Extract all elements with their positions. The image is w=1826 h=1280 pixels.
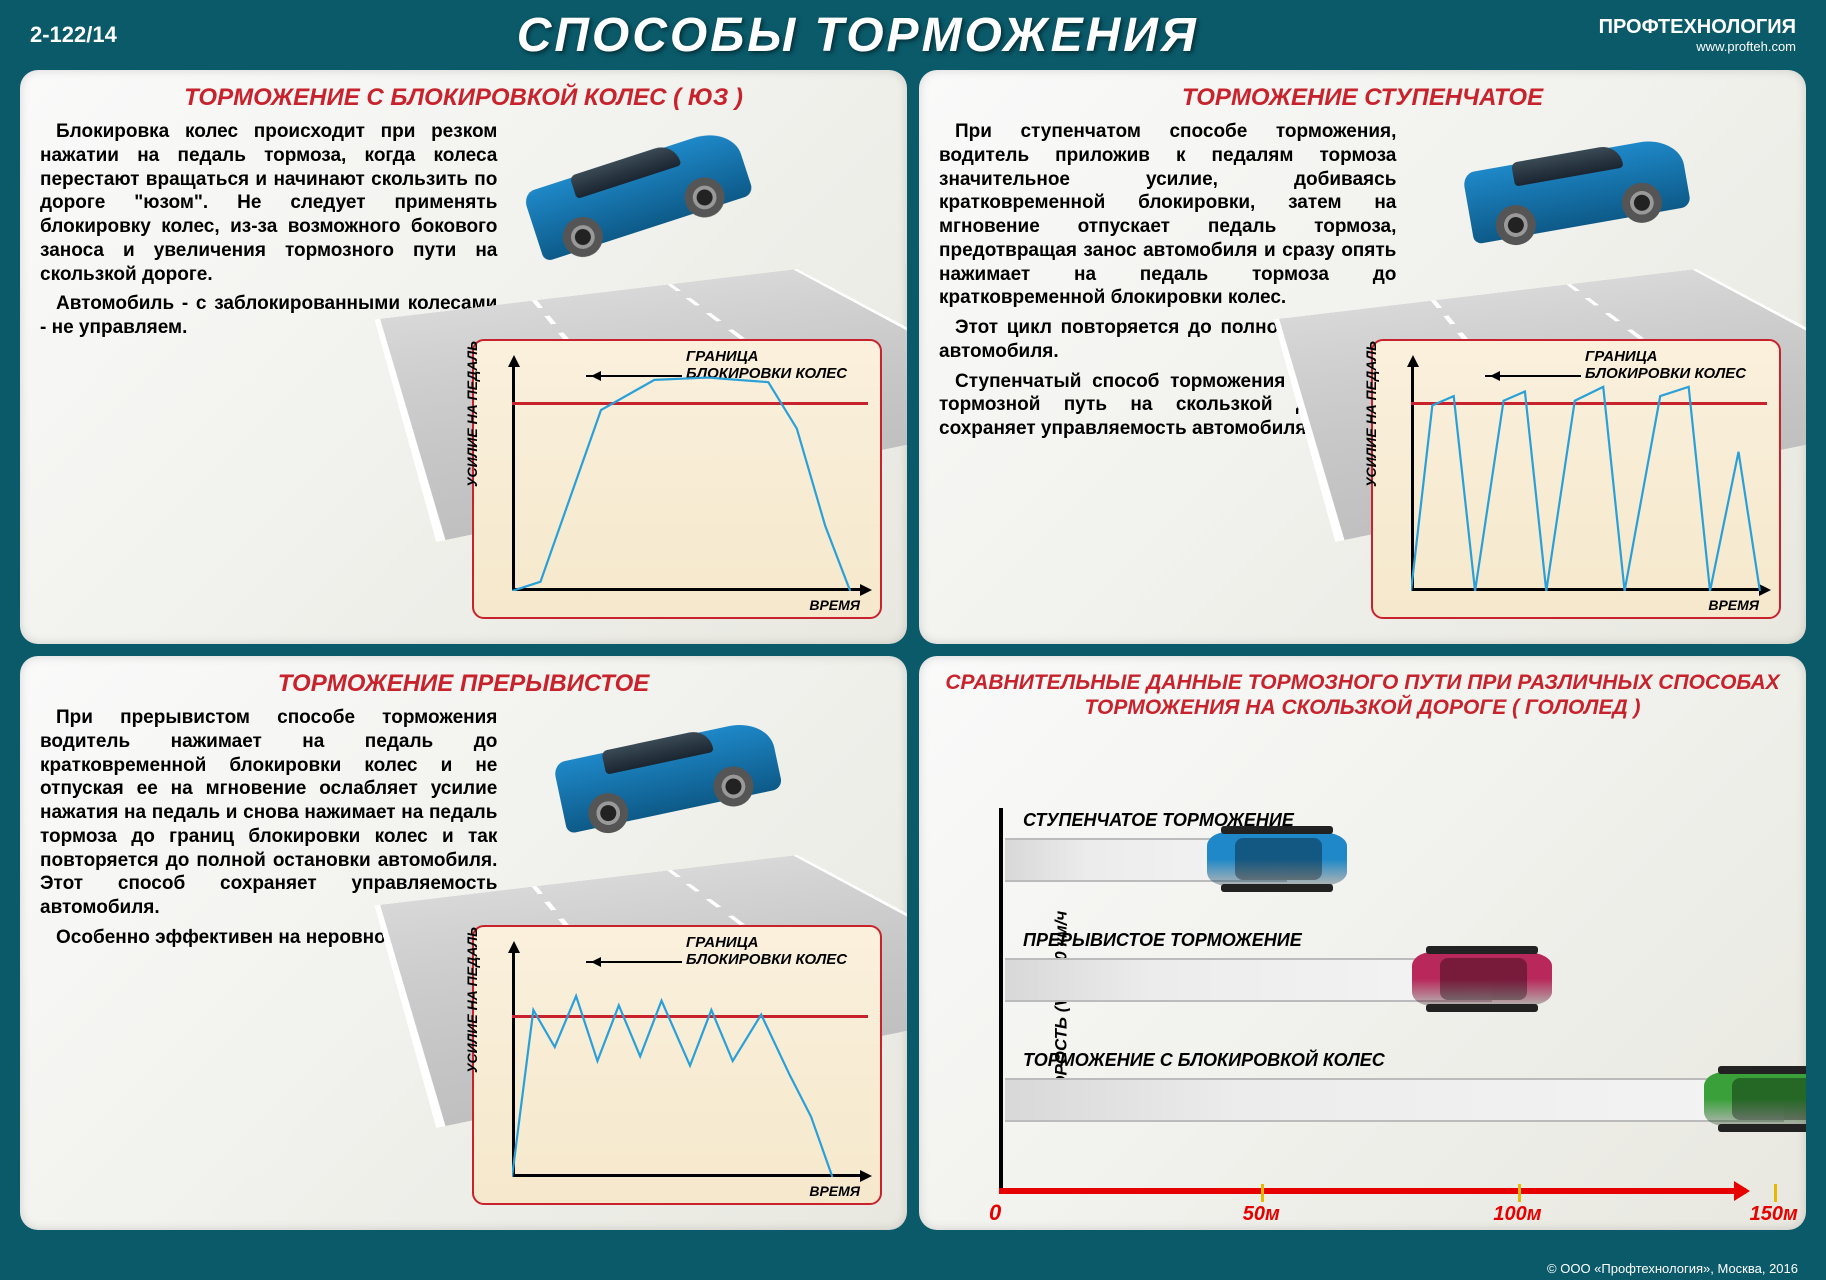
- brake-distance-bar: [1005, 1078, 1784, 1122]
- doc-code: 2-122/14: [30, 22, 117, 48]
- panel-lockup-braking: ТОРМОЖЕНИЕ С БЛОКИРОВКОЙ КОЛЕС ( ЮЗ ) Бл…: [20, 70, 907, 644]
- comparison-chart: СКОРОСТЬ (V) = 60 км/ч 0 ДЛИНА ТОРМОЗНОГ…: [939, 728, 1786, 1230]
- page-title: СПОСОБЫ ТОРМОЖЕНИЯ: [517, 8, 1199, 63]
- panel-grid: ТОРМОЖЕНИЕ С БЛОКИРОВКОЙ КОЛЕС ( ЮЗ ) Бл…: [0, 70, 1826, 1250]
- car-illustration: [520, 118, 754, 262]
- panel-title: СРАВНИТЕЛЬНЫЕ ДАННЫЕ ТОРМОЗНОГО ПУТИ ПРИ…: [939, 670, 1786, 720]
- x-tick-label: 100м: [1493, 1203, 1541, 1226]
- brand-block: ПРОФТЕХНОЛОГИЯ www.profteh.com: [1599, 16, 1796, 54]
- panel-comparison: СРАВНИТЕЛЬНЫЕ ДАННЫЕ ТОРМОЗНОГО ПУТИ ПРИ…: [919, 656, 1806, 1230]
- panel-stepped-braking: ТОРМОЖЕНИЕ СТУПЕНЧАТОЕ При ступенчатом с…: [919, 70, 1806, 644]
- y-axis: [999, 808, 1003, 1194]
- car-illustration: [1461, 128, 1692, 245]
- pedal-force-chart: ГРАНИЦА БЛОКИРОВКИ КОЛЕС УСИЛИЕ НА ПЕДАЛ…: [1371, 339, 1781, 619]
- pedal-force-chart: ГРАНИЦА БЛОКИРОВКИ КОЛЕС УСИЛИЕ НА ПЕДАЛ…: [472, 339, 882, 619]
- car-top-icon: [1412, 952, 1552, 1006]
- car-top-icon: [1207, 832, 1347, 886]
- panel-intermittent-braking: ТОРМОЖЕНИЕ ПРЕРЫВИСТОЕ При прерывистом с…: [20, 656, 907, 1230]
- panel-body: Блокировка колес происходит при резком н…: [40, 120, 497, 340]
- x-tick: [1774, 1184, 1777, 1202]
- brand-url: www.profteh.com: [1696, 39, 1796, 54]
- brand-name: ПРОФТЕХНОЛОГИЯ: [1599, 16, 1796, 39]
- zero-label: 0: [989, 1200, 1001, 1226]
- bar-label: ТОРМОЖЕНИЕ С БЛОКИРОВКОЙ КОЛЕС: [1023, 1050, 1385, 1071]
- x-label: ВРЕМЯ: [809, 597, 860, 613]
- car-top-icon: [1704, 1072, 1806, 1126]
- panel-title: ТОРМОЖЕНИЕ СТУПЕНЧАТОЕ: [939, 84, 1786, 112]
- header: 2-122/14 СПОСОБЫ ТОРМОЖЕНИЯ ПРОФТЕХНОЛОГ…: [0, 0, 1826, 70]
- x-tick: [1261, 1184, 1264, 1202]
- panel-title: ТОРМОЖЕНИЕ С БЛОКИРОВКОЙ КОЛЕС ( ЮЗ ): [40, 84, 887, 112]
- car-illustration: [551, 710, 783, 834]
- curve-line: [512, 359, 868, 591]
- x-tick-label: 150м: [1750, 1203, 1798, 1226]
- copyright: © ООО «Профтехнология», Москва, 2016: [1547, 1261, 1798, 1276]
- x-tick: [1518, 1184, 1521, 1202]
- x-tick-label: 50м: [1243, 1203, 1280, 1226]
- y-label: УСИЛИЕ НА ПЕДАЛЬ: [464, 341, 480, 487]
- panel-title: ТОРМОЖЕНИЕ ПРЕРЫВИСТОЕ: [40, 670, 887, 698]
- x-axis: [999, 1188, 1746, 1194]
- pedal-force-chart: ГРАНИЦА БЛОКИРОВКИ КОЛЕС УСИЛИЕ НА ПЕДАЛ…: [472, 925, 882, 1205]
- bar-label: ПРЕРЫВИСТОЕ ТОРМОЖЕНИЕ: [1023, 930, 1302, 951]
